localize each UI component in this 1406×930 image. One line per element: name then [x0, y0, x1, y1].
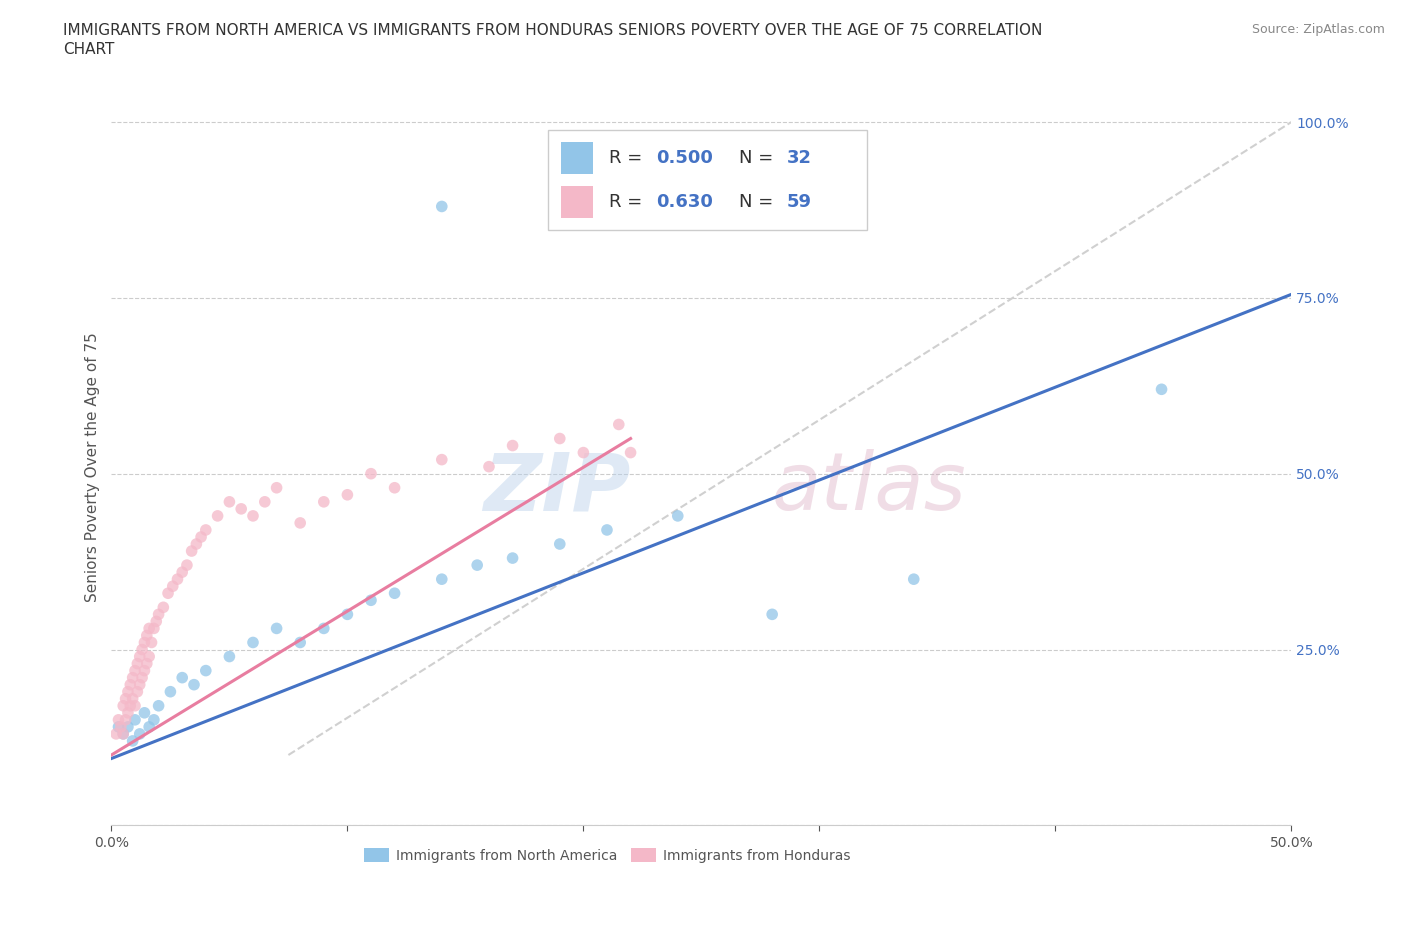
- Text: atlas: atlas: [772, 449, 967, 527]
- Point: [128, 649, 150, 664]
- Point: [159, 684, 181, 699]
- Point: [666, 509, 689, 524]
- Point: [903, 572, 925, 587]
- Point: [105, 726, 128, 741]
- Point: [138, 621, 160, 636]
- Point: [465, 558, 488, 573]
- Point: [112, 726, 135, 741]
- Point: [112, 726, 135, 741]
- Point: [194, 523, 217, 538]
- Point: [112, 698, 135, 713]
- Point: [157, 586, 180, 601]
- Point: [312, 495, 335, 510]
- Point: [128, 677, 150, 692]
- Point: [207, 509, 229, 524]
- Point: [1150, 382, 1173, 397]
- Point: [114, 691, 136, 706]
- Point: [127, 684, 149, 699]
- Point: [384, 586, 406, 601]
- Point: [231, 501, 253, 516]
- Point: [502, 551, 524, 565]
- Point: [290, 635, 312, 650]
- Point: [253, 495, 276, 510]
- Text: IMMIGRANTS FROM NORTH AMERICA VS IMMIGRANTS FROM HONDURAS SENIORS POVERTY OVER T: IMMIGRANTS FROM NORTH AMERICA VS IMMIGRA…: [63, 23, 1043, 38]
- Point: [117, 684, 139, 699]
- Point: [148, 607, 170, 622]
- Point: [141, 635, 163, 650]
- Point: [172, 565, 194, 579]
- Point: [135, 628, 157, 643]
- Point: [172, 671, 194, 685]
- Point: [430, 199, 453, 214]
- Point: [121, 734, 143, 749]
- Legend: Immigrants from North America, Immigrants from Honduras: Immigrants from North America, Immigrant…: [359, 843, 856, 869]
- Text: ZIP: ZIP: [484, 449, 630, 527]
- Point: [384, 480, 406, 495]
- Point: [218, 495, 240, 510]
- Point: [266, 480, 288, 495]
- Point: [107, 712, 129, 727]
- Point: [114, 712, 136, 727]
- Point: [134, 663, 156, 678]
- Point: [183, 677, 205, 692]
- Point: [336, 607, 359, 622]
- Point: [596, 523, 619, 538]
- Point: [135, 657, 157, 671]
- Point: [110, 720, 132, 735]
- Text: Source: ZipAtlas.com: Source: ZipAtlas.com: [1251, 23, 1385, 36]
- Point: [548, 432, 571, 446]
- Point: [186, 537, 208, 551]
- Point: [128, 726, 150, 741]
- Point: [548, 537, 571, 551]
- Point: [266, 621, 288, 636]
- Point: [145, 614, 167, 629]
- Point: [242, 509, 264, 524]
- Point: [124, 698, 146, 713]
- Point: [166, 572, 188, 587]
- Point: [134, 705, 156, 720]
- Point: [148, 698, 170, 713]
- Point: [138, 649, 160, 664]
- Point: [127, 657, 149, 671]
- Point: [502, 438, 524, 453]
- Point: [312, 621, 335, 636]
- Point: [218, 649, 240, 664]
- Point: [761, 607, 783, 622]
- Point: [190, 529, 212, 544]
- Point: [360, 466, 382, 481]
- Point: [619, 445, 641, 460]
- Point: [120, 698, 142, 713]
- Text: CHART: CHART: [63, 42, 115, 57]
- Point: [290, 515, 312, 530]
- Point: [117, 705, 139, 720]
- Point: [138, 720, 160, 735]
- Point: [131, 671, 153, 685]
- Point: [152, 600, 174, 615]
- Y-axis label: Seniors Poverty Over the Age of 75: Seniors Poverty Over the Age of 75: [86, 332, 100, 602]
- Point: [176, 558, 198, 573]
- Point: [194, 663, 217, 678]
- Point: [360, 592, 382, 607]
- Point: [142, 712, 165, 727]
- Point: [124, 712, 146, 727]
- Point: [131, 642, 153, 657]
- Point: [117, 720, 139, 735]
- Point: [134, 635, 156, 650]
- Point: [180, 544, 202, 559]
- Point: [430, 452, 453, 467]
- Point: [124, 663, 146, 678]
- Point: [120, 677, 142, 692]
- Point: [121, 691, 143, 706]
- Point: [336, 487, 359, 502]
- Point: [242, 635, 264, 650]
- Point: [121, 671, 143, 685]
- Point: [572, 445, 595, 460]
- Point: [162, 578, 184, 593]
- Point: [607, 417, 630, 432]
- Point: [478, 459, 501, 474]
- Point: [142, 621, 165, 636]
- Point: [107, 720, 129, 735]
- Point: [430, 572, 453, 587]
